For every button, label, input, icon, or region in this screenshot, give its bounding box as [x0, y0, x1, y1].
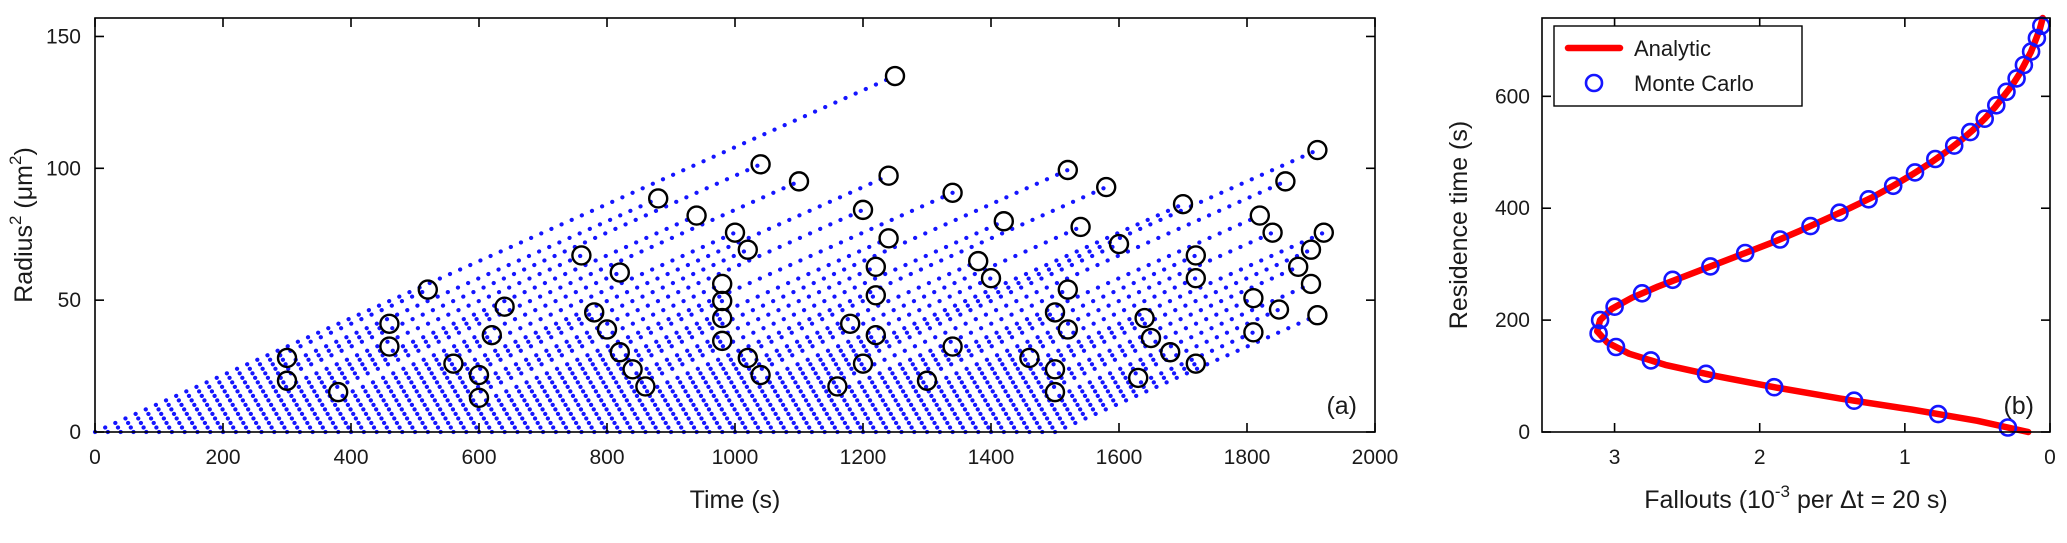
- svg-text:100: 100: [46, 157, 81, 180]
- panel-a-chart: 0 200 400 600 800 1000 1200 1400 1600 1800 2000 0 50…: [6, 17, 1399, 514]
- svg-text:400: 400: [1495, 197, 1530, 220]
- svg-text:800: 800: [589, 446, 624, 469]
- svg-text:Radius2 (μm2): Radius2 (μm2): [6, 147, 38, 303]
- svg-text:Time (s): Time (s): [690, 486, 781, 514]
- svg-text:600: 600: [461, 446, 496, 469]
- svg-text:1: 1: [1899, 446, 1911, 469]
- svg-text:Fallouts (10-3 per Δt = 20 s): Fallouts (10-3 per Δt = 20 s): [1644, 482, 1948, 514]
- svg-text:200: 200: [1495, 309, 1530, 332]
- svg-text:0: 0: [69, 421, 81, 444]
- svg-text:1600: 1600: [1096, 446, 1143, 469]
- svg-text:1000: 1000: [712, 446, 759, 469]
- svg-text:2000: 2000: [1352, 446, 1399, 469]
- svg-text:0: 0: [2044, 446, 2056, 469]
- svg-text:50: 50: [58, 289, 81, 312]
- svg-text:(b): (b): [2003, 392, 2034, 420]
- svg-text:1800: 1800: [1224, 446, 1271, 469]
- panel-b-chart: 3 2 1 0 0 200 400 600 Analytic Monte Carlo Fallout…: [1445, 14, 2056, 514]
- svg-text:1200: 1200: [840, 446, 887, 469]
- svg-text:0: 0: [1518, 421, 1530, 444]
- svg-text:600: 600: [1495, 85, 1530, 108]
- svg-text:0: 0: [89, 446, 101, 469]
- svg-text:3: 3: [1609, 446, 1621, 469]
- svg-text:200: 200: [205, 446, 240, 469]
- svg-text:400: 400: [333, 446, 368, 469]
- svg-text:Residence time (s): Residence time (s): [1445, 121, 1473, 329]
- svg-text:(a): (a): [1326, 392, 1357, 420]
- svg-text:2: 2: [1754, 446, 1766, 469]
- svg-text:Analytic: Analytic: [1634, 36, 1711, 61]
- svg-text:Monte Carlo: Monte Carlo: [1634, 71, 1754, 96]
- svg-text:150: 150: [46, 25, 81, 48]
- svg-text:1400: 1400: [968, 446, 1015, 469]
